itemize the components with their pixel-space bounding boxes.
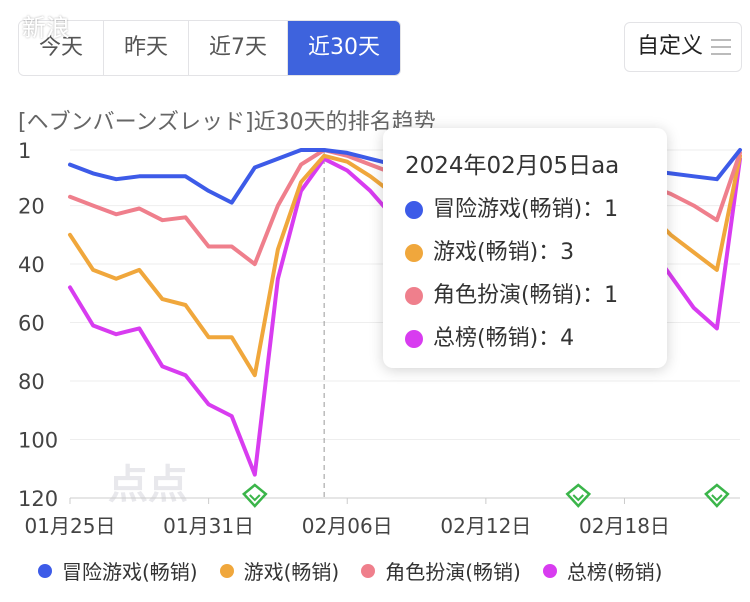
chart-tooltip: 2024年02月05日aa 冒险游戏(畅销)： 1 游戏(畅销)： 3 角色扮演… — [383, 128, 667, 368]
custom-range-button[interactable]: 自定义 — [623, 22, 742, 72]
tooltip-row-games: 游戏(畅销)： 3 — [405, 231, 667, 274]
legend-label: 游戏(畅销) — [243, 560, 340, 584]
legend-dot — [542, 563, 557, 578]
legend-dot — [38, 563, 52, 578]
x-tick-label: 01月25日 — [25, 514, 116, 538]
legend-dot — [361, 563, 376, 578]
tab-30-days[interactable]: 近30天 — [288, 21, 401, 75]
tooltip-row-label: 总榜(畅销)： — [433, 326, 561, 351]
y-tick-label: 60 — [18, 312, 45, 336]
tab-yesterday[interactable]: 昨天 — [104, 21, 190, 75]
tooltip-row-adventure: 冒险游戏(畅销)： 1 — [405, 188, 667, 231]
series-color-dot — [405, 286, 423, 305]
event-marker-check — [711, 494, 723, 502]
diandian-logo-watermark: 点点 — [108, 462, 188, 508]
series-color-dot — [405, 243, 423, 262]
series-color-dot — [405, 329, 423, 348]
tooltip-row-label: 角色扮演(畅销)： — [433, 283, 605, 308]
legend-item-games[interactable]: 游戏(畅销) — [219, 556, 340, 585]
menu-icon — [711, 34, 731, 60]
watermark-text: 新浪 — [22, 14, 70, 42]
tooltip-row-rpg: 角色扮演(畅销)： 1 — [405, 274, 667, 317]
y-tick-label: 80 — [18, 370, 45, 394]
event-marker — [242, 483, 268, 508]
tooltip-row-overall: 总榜(畅销)： 4 — [405, 317, 667, 360]
tooltip-row-value: 1 — [604, 283, 619, 308]
y-tick-label: 40 — [18, 253, 45, 277]
tooltip-row-value: 3 — [560, 240, 575, 265]
legend-item-overall[interactable]: 总榜(畅销) — [542, 556, 663, 585]
x-tick-label: 02月12日 — [440, 514, 531, 538]
event-marker — [704, 483, 730, 508]
tab-today[interactable]: 今天 — [19, 21, 105, 75]
tooltip-row-label: 游戏(畅销)： — [433, 240, 561, 265]
tooltip-date: 2024年02月05日aa — [405, 153, 620, 179]
legend-label: 总榜(畅销) — [566, 560, 663, 584]
y-tick-label: 20 — [18, 195, 45, 219]
event-marker-check — [572, 494, 584, 502]
legend-label: 冒险游戏(畅销) — [62, 560, 198, 584]
legend-label: 角色扮演(畅销) — [385, 560, 521, 584]
chart-title: [ヘブンバーンズレッド]近30天的排名趋势 — [18, 110, 436, 135]
x-tick-label: 02月18日 — [579, 514, 670, 538]
event-marker — [565, 483, 592, 508]
chart-legend: 冒险游戏(畅销) 游戏(畅销) 角色扮演(畅销) 总榜(畅销) — [38, 556, 662, 585]
event-marker-check — [249, 494, 261, 502]
x-tick-label: 02月06日 — [302, 514, 393, 538]
date-range-tabs: 今天 昨天 近7天 近30天 — [18, 20, 402, 76]
tooltip-row-value: 4 — [560, 326, 575, 351]
legend-item-rpg[interactable]: 角色扮演(畅销) — [361, 556, 521, 585]
x-tick-label: 01月31日 — [163, 514, 254, 538]
legend-item-adventure[interactable]: 冒险游戏(畅销) — [38, 556, 198, 585]
y-tick-label: 100 — [18, 429, 58, 453]
y-tick-label: 120 — [18, 487, 58, 511]
custom-range-label: 自定义 — [636, 34, 703, 59]
legend-dot — [219, 563, 234, 578]
tooltip-row-label: 冒险游戏(畅销)： — [433, 197, 605, 222]
y-tick-label: 1 — [18, 139, 31, 163]
tooltip-row-value: 1 — [604, 197, 619, 222]
tab-7-days[interactable]: 近7天 — [189, 21, 289, 75]
series-color-dot — [405, 200, 423, 219]
